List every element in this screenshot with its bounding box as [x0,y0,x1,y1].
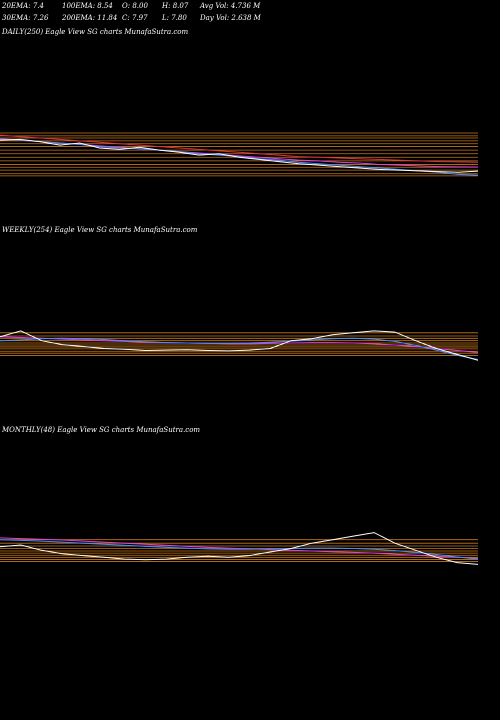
header-text: Day Vol: 2.638 M [199,14,262,22]
header-text: Avg Vol: 4.736 M [199,2,261,10]
panel-title: DAILY(250) Eagle View SG charts MunafaSu… [1,28,189,36]
header-text: O: 8.00 [122,2,148,10]
price-line [0,138,479,176]
panel-title: WEEKLY(254) Eagle View SG charts MunafaS… [2,226,198,234]
header-text: L: 7.80 [161,14,187,22]
price-line [0,337,479,360]
header-text: 20EMA: 7.4 [1,2,44,10]
price-line [0,336,479,353]
header-text: C: 7.97 [122,14,148,22]
header-text: H: 8.07 [161,2,189,10]
price-line [0,138,479,173]
price-line [0,539,479,560]
header-text: 100EMA: 8.54 [62,2,113,10]
header-text: 30EMA: 7.26 [2,14,49,22]
panel-title: MONTHLY(48) Eagle View SG charts MunafaS… [1,426,200,434]
price-line [0,532,479,565]
header-text: 200EMA: 11.84 [61,14,117,22]
price-line [0,537,479,559]
price-line [0,134,479,163]
price-line [0,330,479,361]
